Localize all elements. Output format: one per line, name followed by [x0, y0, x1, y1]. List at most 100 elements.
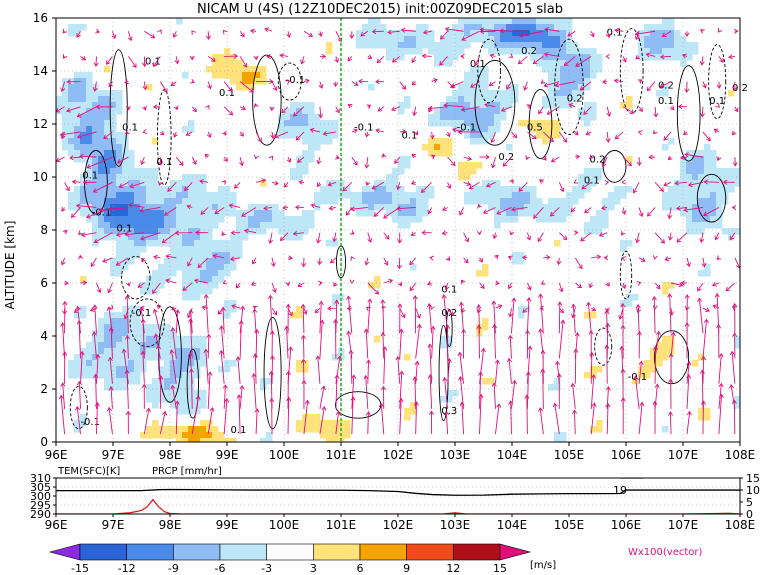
shading-cell	[380, 204, 387, 211]
shading-cell	[512, 96, 519, 103]
wind-vector-head	[82, 280, 88, 286]
wind-vector-head	[366, 104, 372, 109]
shading-cell	[176, 246, 183, 253]
shading-cell	[674, 36, 681, 43]
wind-vector-head	[549, 137, 554, 143]
shading-cell	[386, 204, 393, 211]
shading-cell	[182, 228, 189, 235]
wind-vector-head	[685, 305, 690, 311]
shading-cell	[326, 420, 333, 427]
shading-cell	[716, 216, 723, 223]
wind-vector	[542, 369, 544, 409]
shading-cell	[86, 144, 93, 151]
shading-cell	[182, 222, 189, 229]
wind-vector-head	[219, 325, 225, 330]
shading-cell	[314, 192, 321, 199]
wind-vector	[509, 308, 512, 317]
shading-cell	[248, 72, 255, 79]
shading-cell	[308, 138, 315, 145]
wind-vector	[239, 106, 246, 110]
shading-cell	[92, 138, 99, 145]
wind-vector	[367, 411, 369, 435]
shading-cell	[698, 168, 705, 175]
shading-cell	[326, 126, 333, 133]
wind-vector	[399, 307, 406, 318]
wind-vector	[606, 386, 609, 409]
wind-vector	[572, 308, 576, 318]
shading-cell	[584, 72, 591, 79]
wind-vector-head	[335, 154, 340, 160]
shading-cell	[506, 42, 513, 49]
shading-cell	[326, 138, 333, 145]
shading-cell	[194, 180, 201, 187]
wind-vector-head	[269, 78, 274, 85]
shading-cell	[128, 228, 135, 235]
wind-vector-head	[457, 351, 463, 357]
shading-cell	[176, 354, 183, 361]
shading-cell	[686, 54, 693, 61]
wind-vector-head	[156, 304, 162, 310]
wind-vector	[190, 309, 193, 334]
shading-cell	[86, 78, 93, 85]
shading-cell	[314, 204, 321, 211]
wind-vector	[569, 103, 576, 108]
wind-vector-head	[288, 346, 294, 351]
wind-vector-head	[234, 184, 239, 189]
wind-vector	[61, 131, 65, 139]
precip-series-label: PRCP [mm/hr]	[152, 466, 222, 477]
shading-cell	[530, 54, 537, 61]
shading-cell	[182, 336, 189, 343]
shading-cell	[194, 216, 201, 223]
shading-cell	[302, 138, 309, 145]
shading-cell	[356, 210, 363, 217]
shading-cell	[656, 354, 663, 361]
wind-vector-head	[316, 159, 322, 165]
shading-cell	[194, 354, 201, 361]
shading-cell	[278, 114, 285, 121]
wind-vector-head	[364, 164, 370, 169]
wind-vector-head	[478, 257, 484, 263]
shading-cell	[182, 234, 189, 241]
wind-vector	[254, 309, 257, 334]
shading-cell	[212, 282, 219, 289]
wind-vector	[495, 404, 500, 435]
shading-cell	[188, 288, 195, 295]
shading-cell	[704, 264, 711, 271]
shading-cell	[494, 96, 501, 103]
shading-cell	[200, 186, 207, 193]
ts-x-tick-label: 96E	[45, 518, 68, 532]
shading-cell	[188, 282, 195, 289]
shading-cell	[206, 240, 213, 247]
shading-cell	[128, 336, 135, 343]
wind-vector-head	[523, 85, 528, 91]
wind-vector	[238, 394, 241, 435]
wind-vector-head	[75, 405, 81, 411]
shading-cell	[302, 360, 309, 367]
wind-vector-head	[71, 179, 77, 185]
wind-vector-head	[605, 402, 611, 408]
shading-cell	[482, 84, 489, 91]
shading-cell	[686, 42, 693, 49]
wind-vector-head	[439, 61, 444, 66]
shading-cell	[428, 114, 435, 121]
shading-cell	[110, 216, 117, 223]
wind-vector-head	[317, 280, 323, 286]
shading-cell	[320, 132, 327, 139]
shading-cell	[188, 396, 195, 403]
shading-cell	[182, 288, 189, 295]
wind-vector	[522, 307, 528, 313]
shading-cell	[398, 30, 405, 37]
shading-cell	[476, 102, 483, 109]
wind-vector-head	[654, 383, 660, 389]
shading-cell	[116, 348, 123, 355]
wind-vector-head	[591, 374, 597, 379]
shading-cell	[506, 48, 513, 55]
shading-cell	[116, 174, 123, 181]
shading-cell	[584, 114, 591, 121]
wind-vector-head	[601, 162, 607, 168]
shading-cell	[524, 198, 531, 205]
shading-cell	[662, 204, 669, 211]
shading-cell	[476, 36, 483, 43]
shading-cell	[92, 354, 99, 361]
shading-cell	[134, 336, 141, 343]
